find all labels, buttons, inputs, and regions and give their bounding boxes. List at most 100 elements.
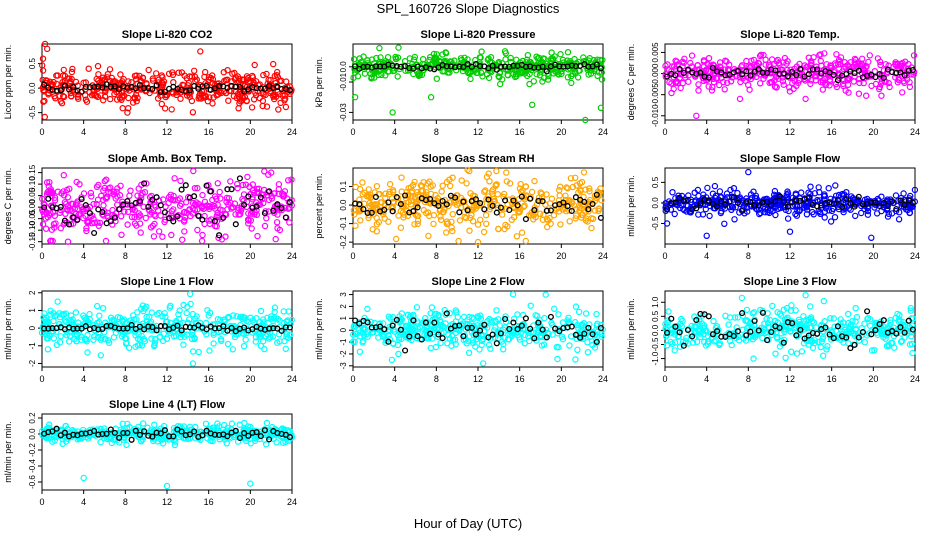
chart-10-xtick-label: 20 <box>245 497 255 507</box>
chart-4-point <box>271 190 278 197</box>
chart-3-point <box>899 89 906 96</box>
chart-2-point <box>485 74 493 82</box>
chart-6-mean-point <box>780 198 787 205</box>
chart-10-point <box>160 422 168 430</box>
chart-1-mean-point <box>286 87 293 94</box>
chart-8-point <box>498 338 506 345</box>
chart-9-point <box>800 318 808 325</box>
chart-6-point <box>831 213 839 221</box>
chart-7-xtick-label: 24 <box>287 374 297 384</box>
chart-4-point <box>288 176 295 183</box>
chart-5-mean-point <box>531 207 538 214</box>
chart-5-mean-point <box>514 202 521 209</box>
chart-6-mean-point <box>743 198 750 205</box>
chart-6-point <box>761 205 769 212</box>
chart-9-point <box>788 348 795 355</box>
chart-1-point <box>106 95 114 103</box>
chart-4-point <box>88 193 95 200</box>
chart-7-point <box>282 345 289 352</box>
chart-4-point <box>216 213 223 221</box>
chart-9-point <box>818 338 826 345</box>
chart-3-point <box>700 58 708 65</box>
chart-3-mean-point <box>739 71 746 78</box>
chart-7-point <box>53 328 60 335</box>
chart-4-point <box>52 220 59 227</box>
chart-9-point <box>751 309 758 316</box>
chart-4-point <box>51 194 59 201</box>
chart-5-mean-point <box>356 201 363 208</box>
chart-5-point <box>402 203 409 210</box>
chart-3-point <box>886 83 893 91</box>
chart-5-point <box>438 188 445 195</box>
chart-3-point <box>705 61 712 68</box>
chart-4-mean-point <box>91 229 98 237</box>
chart-1-point <box>281 97 288 104</box>
chart-2-mean-point <box>593 61 600 68</box>
chart-1-point <box>169 90 177 97</box>
chart-4-point <box>154 207 162 214</box>
chart-1-point <box>248 104 256 111</box>
chart-7-point <box>98 334 105 342</box>
chart-4-point <box>251 211 258 218</box>
chart-6-point <box>784 190 792 197</box>
chart-8-point <box>593 310 600 318</box>
chart-3-title: Slope Li-820 Temp. <box>740 29 839 41</box>
chart-3-mean-point <box>834 77 841 84</box>
chart-8-point <box>463 320 471 328</box>
chart-9-mean-point <box>872 327 879 334</box>
chart-5-point <box>388 204 395 212</box>
chart-8-point <box>551 305 558 312</box>
chart-6-mean-point <box>739 207 746 215</box>
chart-6-point <box>704 184 711 192</box>
chart-5-mean-point <box>464 207 471 214</box>
chart-4-mean-point <box>95 206 102 213</box>
chart-1-point <box>60 93 68 101</box>
chart-6-point <box>709 190 717 197</box>
chart-4-point <box>39 220 47 228</box>
chart-4-point <box>187 212 194 220</box>
chart-2-xtick-label: 0 <box>350 127 355 137</box>
chart-4-point <box>245 210 252 217</box>
chart-2-point <box>496 69 503 77</box>
chart-4-point <box>131 213 138 221</box>
chart-5-point <box>503 178 510 185</box>
chart-7-point <box>41 310 48 317</box>
chart-3-mean-point <box>755 66 762 73</box>
chart-5-point <box>495 225 502 233</box>
chart-5-point <box>466 227 473 234</box>
chart-6-point <box>744 204 751 211</box>
chart-10-point <box>241 427 249 434</box>
chart-3-point <box>842 87 849 94</box>
chart-9-point <box>823 346 830 353</box>
chart-5-mean-point <box>410 208 417 215</box>
chart-5-point <box>550 211 558 219</box>
chart-3-mean-point <box>793 71 800 79</box>
chart-5-point <box>483 220 490 227</box>
chart-4-point <box>282 204 289 212</box>
chart-5-point <box>566 218 573 225</box>
chart-5-mean-point <box>543 207 550 214</box>
chart-8-point <box>534 312 541 320</box>
chart-5-point <box>586 187 593 195</box>
chart-3-mean-point <box>780 70 787 77</box>
chart-4-point <box>150 233 158 240</box>
chart-1-point <box>189 109 197 116</box>
chart-5-point <box>493 167 500 175</box>
chart-4-mean-point <box>220 214 227 221</box>
chart-6-point <box>900 190 907 197</box>
chart-5-xtick-label: 8 <box>434 251 439 261</box>
chart-7-point <box>96 312 103 319</box>
chart-5-point <box>544 223 551 231</box>
chart-4-point <box>228 205 235 212</box>
chart-2-mean-point <box>468 63 475 70</box>
chart-1-point <box>276 91 283 98</box>
chart-3-point <box>672 78 680 85</box>
chart-2-mean-point <box>556 63 563 70</box>
chart-5-point <box>557 221 564 228</box>
chart-9-point <box>894 310 901 318</box>
chart-2-point <box>441 68 448 75</box>
chart-4-point <box>101 184 108 192</box>
chart-4-mean-point <box>245 193 252 200</box>
chart-8-point <box>525 333 532 340</box>
chart-3-mean-point <box>880 74 887 81</box>
